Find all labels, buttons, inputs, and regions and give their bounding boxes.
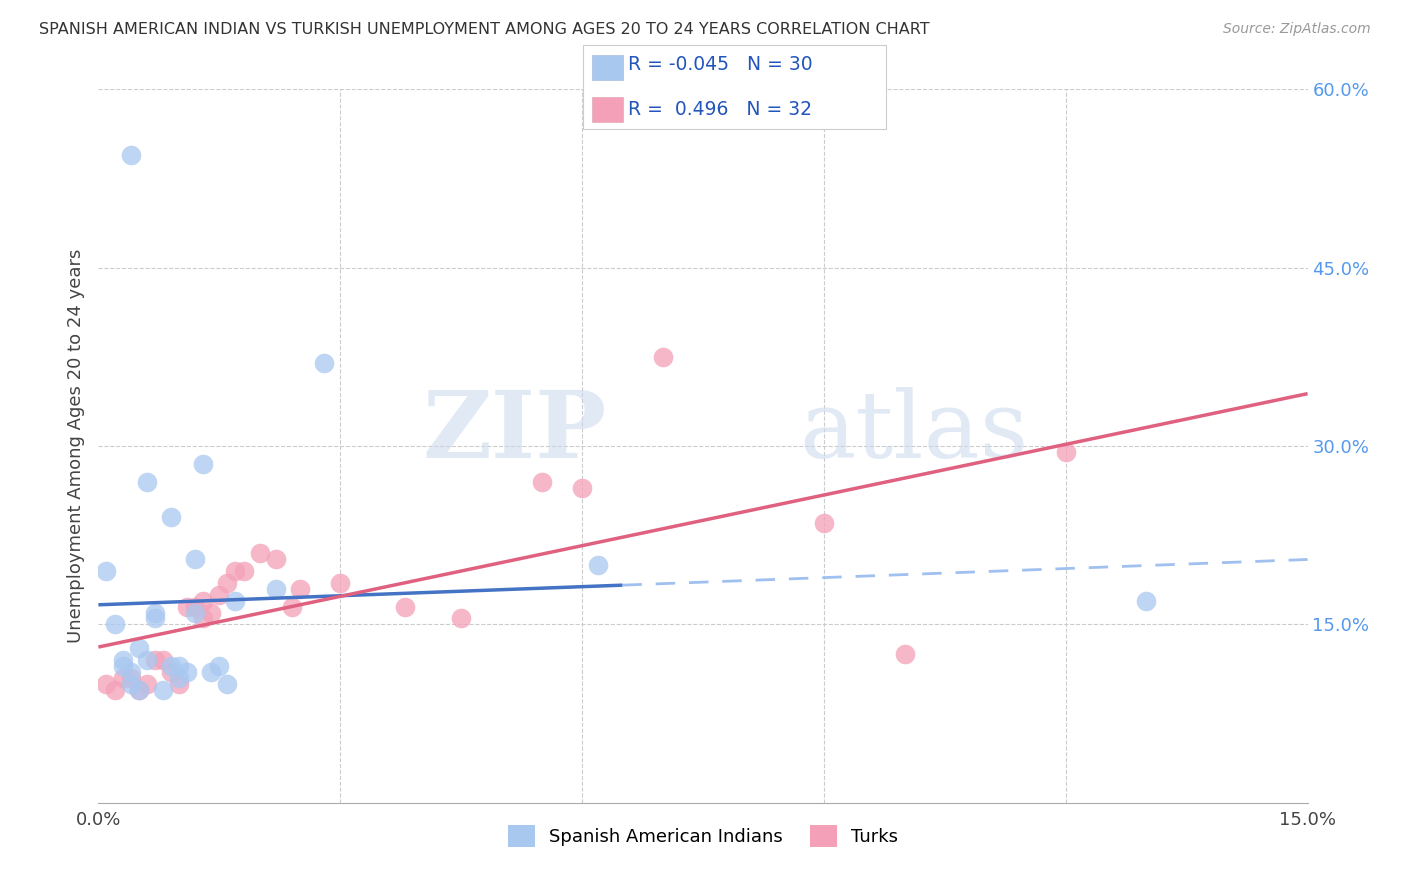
Point bbox=[160, 510, 183, 524]
Point bbox=[314, 356, 336, 370]
Point bbox=[530, 475, 553, 489]
Point bbox=[249, 546, 271, 560]
Point bbox=[152, 682, 174, 697]
Point bbox=[893, 647, 915, 661]
Point bbox=[217, 575, 239, 590]
Point bbox=[128, 682, 150, 697]
Point bbox=[111, 653, 134, 667]
Point bbox=[193, 593, 215, 607]
Text: ZIP: ZIP bbox=[422, 387, 606, 476]
Point bbox=[288, 582, 311, 596]
Point bbox=[193, 457, 215, 471]
Point bbox=[651, 350, 673, 364]
Point bbox=[813, 516, 835, 531]
Point bbox=[103, 682, 125, 697]
Point bbox=[208, 588, 231, 602]
Point bbox=[96, 677, 118, 691]
Point bbox=[193, 611, 215, 625]
Point bbox=[167, 671, 190, 685]
Point bbox=[96, 564, 118, 578]
Point bbox=[184, 606, 207, 620]
Point bbox=[135, 653, 157, 667]
Point bbox=[394, 599, 416, 614]
Point bbox=[200, 606, 222, 620]
Point bbox=[176, 599, 198, 614]
Point bbox=[128, 682, 150, 697]
Point bbox=[176, 665, 198, 679]
Point bbox=[586, 558, 609, 572]
Point bbox=[232, 564, 254, 578]
Point bbox=[143, 606, 166, 620]
Point bbox=[120, 665, 142, 679]
Point bbox=[128, 641, 150, 656]
Point bbox=[184, 552, 207, 566]
Y-axis label: Unemployment Among Ages 20 to 24 years: Unemployment Among Ages 20 to 24 years bbox=[66, 249, 84, 643]
Point bbox=[224, 564, 246, 578]
Point bbox=[329, 575, 352, 590]
Point bbox=[111, 671, 134, 685]
Point bbox=[160, 665, 183, 679]
Point bbox=[217, 677, 239, 691]
Legend: Spanish American Indians, Turks: Spanish American Indians, Turks bbox=[501, 818, 905, 855]
Point bbox=[264, 552, 287, 566]
Text: R =  0.496   N = 32: R = 0.496 N = 32 bbox=[628, 100, 813, 120]
Text: R = -0.045   N = 30: R = -0.045 N = 30 bbox=[628, 54, 813, 74]
Point bbox=[135, 475, 157, 489]
Text: Source: ZipAtlas.com: Source: ZipAtlas.com bbox=[1223, 22, 1371, 37]
Point bbox=[1135, 593, 1157, 607]
Point bbox=[167, 677, 190, 691]
Point bbox=[264, 582, 287, 596]
Point bbox=[103, 617, 125, 632]
Point bbox=[111, 659, 134, 673]
Text: SPANISH AMERICAN INDIAN VS TURKISH UNEMPLOYMENT AMONG AGES 20 TO 24 YEARS CORREL: SPANISH AMERICAN INDIAN VS TURKISH UNEMP… bbox=[39, 22, 929, 37]
Point bbox=[571, 481, 593, 495]
Point bbox=[1054, 445, 1077, 459]
Point bbox=[135, 677, 157, 691]
Point bbox=[120, 671, 142, 685]
Point bbox=[281, 599, 304, 614]
Text: atlas: atlas bbox=[800, 387, 1029, 476]
Point bbox=[450, 611, 472, 625]
Point bbox=[120, 677, 142, 691]
Point bbox=[143, 653, 166, 667]
Point bbox=[184, 599, 207, 614]
Point bbox=[120, 147, 142, 161]
Point bbox=[152, 653, 174, 667]
Point bbox=[224, 593, 246, 607]
Point bbox=[200, 665, 222, 679]
Point bbox=[160, 659, 183, 673]
Point bbox=[208, 659, 231, 673]
Point bbox=[167, 659, 190, 673]
Point bbox=[143, 611, 166, 625]
